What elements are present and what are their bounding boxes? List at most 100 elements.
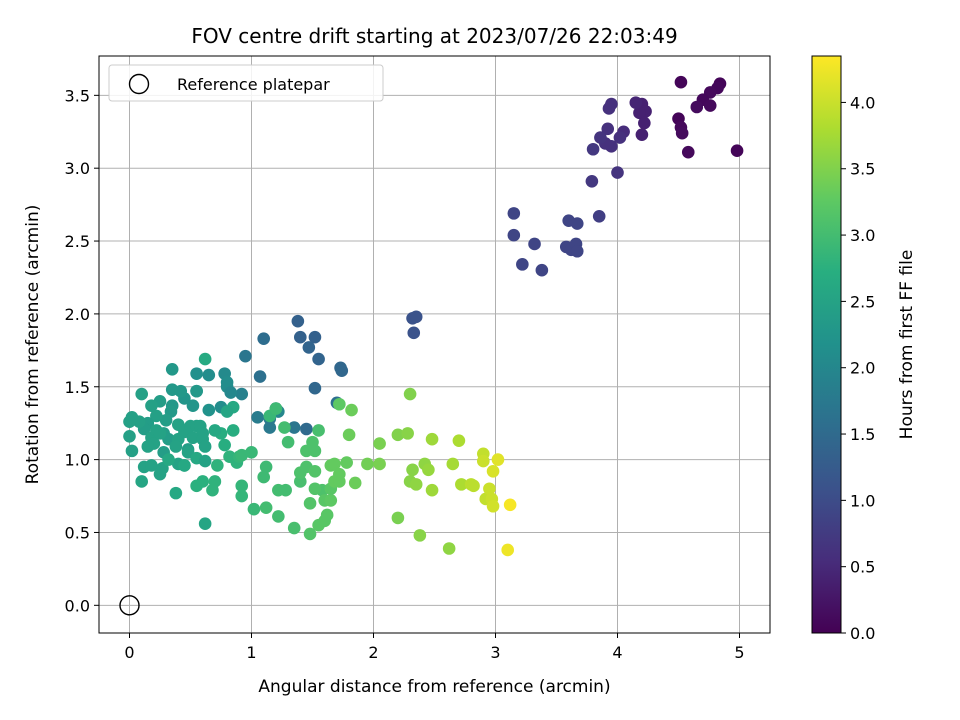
data-point bbox=[486, 464, 500, 478]
data-point bbox=[162, 453, 175, 466]
data-point bbox=[613, 131, 627, 144]
data-point bbox=[186, 431, 200, 445]
data-point bbox=[601, 122, 615, 136]
data-point bbox=[409, 310, 423, 324]
data-point bbox=[125, 444, 139, 458]
data-point bbox=[413, 529, 427, 542]
data-point bbox=[159, 413, 173, 427]
data-point bbox=[442, 542, 456, 555]
data-point bbox=[391, 511, 405, 525]
data-point bbox=[239, 349, 252, 363]
data-point bbox=[516, 258, 529, 271]
colorbar-tick-label: 3.0 bbox=[850, 226, 875, 245]
data-point bbox=[145, 399, 158, 412]
data-point bbox=[486, 499, 500, 513]
data-point bbox=[291, 314, 305, 328]
data-point bbox=[150, 409, 163, 423]
data-point bbox=[218, 438, 231, 452]
data-point bbox=[190, 367, 203, 380]
data-point bbox=[452, 434, 466, 447]
data-point bbox=[178, 459, 191, 472]
data-point bbox=[235, 489, 249, 503]
data-point bbox=[401, 427, 414, 440]
colorbar-ticks: 0.0 0.5 1.0 1.5 2.0 2.5 3.0 3.5 4.0 bbox=[841, 93, 875, 643]
data-point bbox=[272, 510, 285, 523]
data-point bbox=[594, 131, 607, 144]
data-point bbox=[165, 362, 179, 376]
data-point bbox=[455, 478, 468, 491]
data-point bbox=[198, 440, 212, 453]
data-point bbox=[308, 482, 322, 496]
data-point bbox=[638, 116, 651, 130]
data-point bbox=[586, 142, 600, 156]
data-point bbox=[247, 502, 261, 516]
data-point bbox=[278, 421, 291, 434]
legend-entry-reference: Reference platepar bbox=[177, 75, 330, 94]
data-point bbox=[611, 166, 624, 179]
reference-platepar-marker bbox=[119, 595, 140, 616]
x-tick-label: 1 bbox=[246, 643, 256, 662]
data-point bbox=[308, 330, 322, 344]
data-point bbox=[361, 457, 374, 471]
data-point bbox=[169, 486, 183, 500]
data-point bbox=[224, 386, 238, 399]
x-tick-label: 4 bbox=[612, 643, 622, 662]
data-point bbox=[198, 517, 212, 531]
y-tick-label: 3.5 bbox=[65, 86, 90, 105]
data-point bbox=[703, 99, 717, 112]
data-point bbox=[153, 427, 167, 440]
data-point bbox=[123, 415, 136, 429]
data-point bbox=[348, 476, 362, 490]
colorbar-label: Hours from first FF file bbox=[897, 250, 917, 440]
data-point bbox=[174, 384, 188, 398]
legend-box bbox=[108, 64, 384, 102]
data-point bbox=[535, 263, 549, 277]
y-tick-label: 0.5 bbox=[65, 523, 90, 542]
data-point bbox=[145, 459, 158, 472]
data-point bbox=[169, 440, 183, 453]
y-tick-label: 1.0 bbox=[65, 451, 90, 470]
data-point bbox=[730, 144, 744, 158]
data-point bbox=[257, 332, 271, 345]
data-point bbox=[220, 405, 234, 418]
data-point bbox=[422, 463, 435, 477]
data-point bbox=[633, 106, 646, 120]
data-point bbox=[251, 411, 264, 424]
data-points bbox=[123, 75, 744, 557]
y-axis-label: Rotation from reference (arcmin) bbox=[23, 205, 43, 485]
data-point bbox=[342, 428, 356, 442]
data-point bbox=[507, 207, 521, 220]
data-point bbox=[528, 237, 541, 251]
data-point bbox=[681, 145, 695, 159]
y-tick-label: 1.5 bbox=[65, 378, 90, 397]
data-point bbox=[335, 364, 349, 378]
data-point bbox=[312, 352, 325, 366]
data-point bbox=[202, 403, 216, 417]
data-point bbox=[312, 424, 325, 437]
data-point bbox=[345, 403, 358, 417]
y-tick-label: 2.0 bbox=[65, 305, 90, 324]
data-point bbox=[333, 467, 346, 481]
data-point bbox=[602, 102, 616, 115]
data-point bbox=[570, 217, 584, 230]
data-point bbox=[446, 457, 460, 471]
data-point bbox=[425, 483, 439, 497]
x-tick-label: 5 bbox=[734, 643, 744, 662]
data-point bbox=[501, 543, 514, 557]
data-point bbox=[281, 435, 295, 449]
data-point bbox=[585, 175, 599, 188]
data-point bbox=[674, 75, 688, 89]
data-point bbox=[211, 459, 224, 472]
data-point bbox=[269, 402, 283, 415]
data-point bbox=[190, 384, 203, 398]
data-point bbox=[320, 508, 334, 522]
data-point bbox=[407, 326, 421, 340]
colorbar-tick-label: 1.0 bbox=[850, 491, 875, 510]
colorbar-tick-label: 2.0 bbox=[850, 359, 875, 378]
data-point bbox=[373, 457, 386, 471]
data-point bbox=[123, 429, 136, 443]
data-point bbox=[245, 446, 258, 459]
colorbar bbox=[811, 55, 842, 634]
chart-title: FOV centre drift starting at 2023/07/26 … bbox=[191, 24, 677, 48]
data-point bbox=[629, 96, 643, 109]
